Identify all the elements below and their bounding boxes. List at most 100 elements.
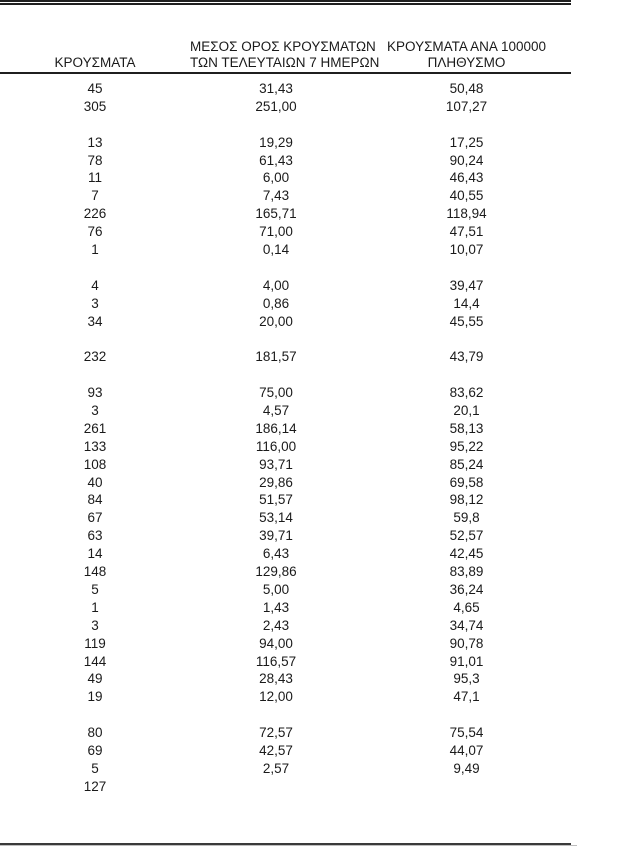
table-cell-per_100k bbox=[362, 778, 571, 796]
table-row: 7 7,43 40,55 bbox=[0, 187, 571, 205]
table-cell-per_100k: 91,01 bbox=[449, 653, 484, 669]
table-cell-cases: 69 bbox=[87, 742, 103, 758]
table-row bbox=[0, 116, 571, 134]
table-cell-avg_7day: 0,86 bbox=[262, 295, 290, 311]
table-cell-cases: 226 bbox=[83, 206, 107, 222]
table-cell-per_100k bbox=[362, 366, 571, 384]
table-cell-avg_7day: 116,57 bbox=[255, 653, 297, 669]
table-row: 5 2,57 9,49 bbox=[0, 760, 571, 778]
table-cell-per_100k bbox=[362, 116, 571, 134]
table-row: 11 6,00 46,43 bbox=[0, 169, 571, 187]
table-cell-per_100k: 69,58 bbox=[449, 474, 484, 490]
table-row: 144 116,57 91,01 bbox=[0, 653, 571, 671]
table-cell-avg_7day: 94,00 bbox=[259, 635, 293, 651]
table-cell-per_100k: 40,55 bbox=[449, 188, 484, 204]
table-cell-avg_7day bbox=[190, 706, 362, 724]
table-cell-per_100k: 34,74 bbox=[449, 617, 484, 633]
table-cell-per_100k: 42,45 bbox=[449, 546, 484, 562]
table-cell-avg_7day: 5,00 bbox=[262, 581, 290, 597]
table-cell-avg_7day: 129,86 bbox=[255, 564, 297, 580]
table-row: 80 72,57 75,54 bbox=[0, 724, 571, 742]
table-cell-cases: 108 bbox=[83, 456, 107, 472]
table-cell-per_100k: 59,8 bbox=[453, 510, 480, 526]
table-cell-cases: 144 bbox=[83, 653, 107, 669]
table-row: 19 12,00 47,1 bbox=[0, 688, 571, 706]
table-cell-cases: 261 bbox=[83, 420, 107, 436]
table-cell-cases bbox=[0, 330, 190, 348]
table-row: 119 94,00 90,78 bbox=[0, 635, 571, 653]
table-cell-avg_7day: 39,71 bbox=[259, 528, 293, 544]
table-cell-cases bbox=[0, 259, 190, 277]
table-cell-cases: 49 bbox=[87, 671, 103, 687]
table-cell-avg_7day: 42,57 bbox=[259, 742, 293, 758]
table-cell-avg_7day bbox=[190, 366, 362, 384]
table-cell-per_100k: 95,22 bbox=[449, 438, 484, 454]
table-cell-per_100k: 17,25 bbox=[449, 134, 484, 150]
table-cell-cases: 34 bbox=[87, 313, 103, 329]
table-cell-cases: 3 bbox=[91, 403, 99, 419]
table-cell-per_100k: 90,78 bbox=[449, 635, 484, 651]
table-cell-per_100k: 45,55 bbox=[449, 313, 484, 329]
table-cell-cases: 80 bbox=[87, 725, 103, 741]
table-cell-per_100k: 107,27 bbox=[445, 98, 488, 114]
table-cell-avg_7day: 181,57 bbox=[255, 349, 297, 365]
table-cell-per_100k: 85,24 bbox=[449, 456, 484, 472]
table-cell-avg_7day: 186,14 bbox=[255, 420, 297, 436]
table-cell-cases: 7 bbox=[91, 188, 99, 204]
table-header-row: ΚΡΟΥΣΜΑΤΑ ΜΕΣΟΣ ΟΡΟΣ ΚΡΟΥΣΜΑΤΩΝ ΤΩΝ ΤΕΛΕ… bbox=[0, 34, 571, 71]
table-cell-cases: 127 bbox=[83, 778, 107, 794]
table-cell-cases: 1 bbox=[91, 242, 99, 258]
table-row: 45 31,43 50,48 bbox=[0, 80, 571, 98]
header-avg-7day: ΜΕΣΟΣ ΟΡΟΣ ΚΡΟΥΣΜΑΤΩΝ ΤΩΝ ΤΕΛΕΥΤΑΙΩΝ 7 Η… bbox=[190, 39, 379, 71]
table-cell-cases: 14 bbox=[87, 546, 103, 562]
table-row: 49 28,43 95,3 bbox=[0, 670, 571, 688]
table-cell-cases: 63 bbox=[87, 528, 103, 544]
table-cell-avg_7day: 19,29 bbox=[259, 134, 293, 150]
table-cell-per_100k: 52,57 bbox=[449, 528, 484, 544]
table-cell-cases: 19 bbox=[87, 689, 103, 705]
table-cell-per_100k: 39,47 bbox=[449, 277, 484, 293]
header-per-100k: ΚΡΟΥΣΜΑΤΑ ΑΝΑ 100000 ΠΛΗΘΥΣΜΟ bbox=[362, 39, 571, 71]
table-row: 5 5,00 36,24 bbox=[0, 581, 571, 599]
table-cell-avg_7day: 31,43 bbox=[259, 81, 293, 96]
table-cell-avg_7day bbox=[190, 259, 362, 277]
table-cell-per_100k: 118,94 bbox=[446, 206, 487, 222]
table-row: 3 0,86 14,4 bbox=[0, 295, 571, 313]
table-cell-cases: 40 bbox=[87, 474, 103, 490]
table-row bbox=[0, 366, 571, 384]
table-cell-per_100k: 58,13 bbox=[449, 420, 484, 436]
header-per-100k-line2: ΠΛΗΘΥΣΜΟ bbox=[427, 55, 506, 70]
table-row: 232 181,57 43,79 bbox=[0, 348, 571, 366]
table-cell-avg_7day: 251,00 bbox=[255, 98, 297, 114]
header-cases-line1: ΚΡΟΥΣΜΑΤΑ bbox=[54, 55, 136, 70]
table-cell-cases: 3 bbox=[91, 617, 99, 633]
table-top-border bbox=[0, 0, 571, 5]
table-cell-avg_7day: 71,00 bbox=[259, 224, 293, 240]
table-cell-cases: 11 bbox=[87, 170, 102, 186]
table-row: 40 29,86 69,58 bbox=[0, 474, 571, 492]
table-cell-per_100k: 47,51 bbox=[449, 224, 484, 240]
table-cell-avg_7day: 61,43 bbox=[259, 152, 293, 168]
table-cell-avg_7day: 53,14 bbox=[259, 510, 293, 526]
table-cell-per_100k: 95,3 bbox=[453, 671, 480, 687]
table-cell-cases: 232 bbox=[83, 349, 107, 365]
table-cell-avg_7day: 6,43 bbox=[262, 546, 290, 562]
table-cell-avg_7day bbox=[190, 330, 362, 348]
table-cell-cases: 3 bbox=[91, 295, 99, 311]
table-cell-avg_7day: 165,71 bbox=[255, 206, 297, 222]
table-cell-cases: 5 bbox=[91, 760, 99, 776]
table-row: 67 53,14 59,8 bbox=[0, 509, 571, 527]
table-cell-avg_7day: 29,86 bbox=[259, 474, 293, 490]
table-cell-avg_7day: 2,43 bbox=[262, 617, 290, 633]
table-cell-avg_7day: 0,14 bbox=[262, 242, 290, 258]
table-header-underline bbox=[0, 72, 571, 74]
table-row: 4 4,00 39,47 bbox=[0, 277, 571, 295]
table-cell-avg_7day bbox=[190, 778, 362, 796]
table-row bbox=[0, 259, 571, 277]
table-body: 45 31,43 50,48 305 251,00 107,27 13 19,29 17,25 7… bbox=[0, 80, 571, 796]
table-row: 13 19,29 17,25 bbox=[0, 134, 571, 152]
table-cell-cases: 119 bbox=[84, 635, 106, 651]
table-bottom-border-shadow bbox=[0, 845, 577, 846]
table-cell-per_100k: 10,07 bbox=[449, 242, 484, 258]
table-cell-per_100k: 90,24 bbox=[449, 152, 484, 168]
